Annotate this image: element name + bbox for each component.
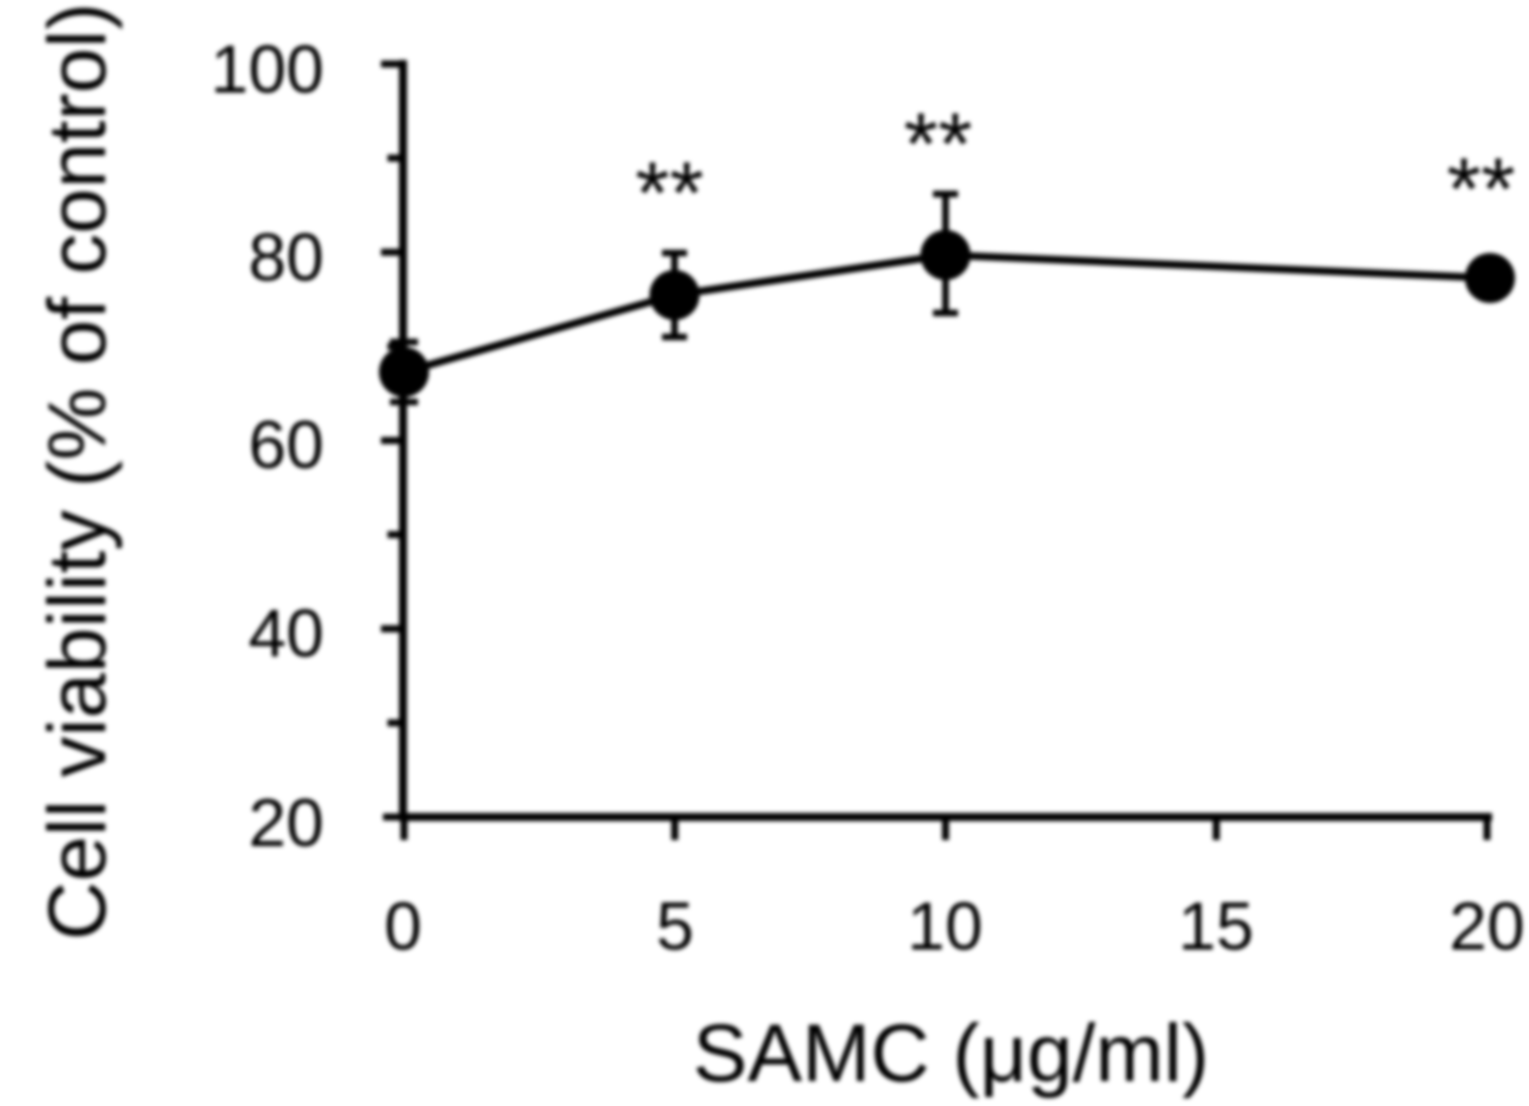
svg-text:100: 100 (211, 31, 324, 107)
svg-text:10: 10 (907, 889, 983, 965)
svg-text:80: 80 (248, 219, 324, 295)
svg-text:60: 60 (248, 407, 324, 483)
svg-text:**: ** (635, 143, 704, 242)
svg-text:5: 5 (656, 889, 694, 965)
svg-text:SAMC (μg/ml): SAMC (μg/ml) (693, 1008, 1209, 1099)
svg-text:20: 20 (1449, 889, 1525, 965)
svg-text:**: ** (904, 94, 973, 193)
svg-text:20: 20 (248, 785, 324, 861)
svg-text:Cell viability (% of control): Cell viability (% of control) (32, 3, 123, 941)
svg-text:0: 0 (384, 889, 422, 965)
svg-text:**: ** (1447, 139, 1516, 238)
svg-text:40: 40 (248, 595, 324, 671)
svg-text:15: 15 (1178, 889, 1254, 965)
